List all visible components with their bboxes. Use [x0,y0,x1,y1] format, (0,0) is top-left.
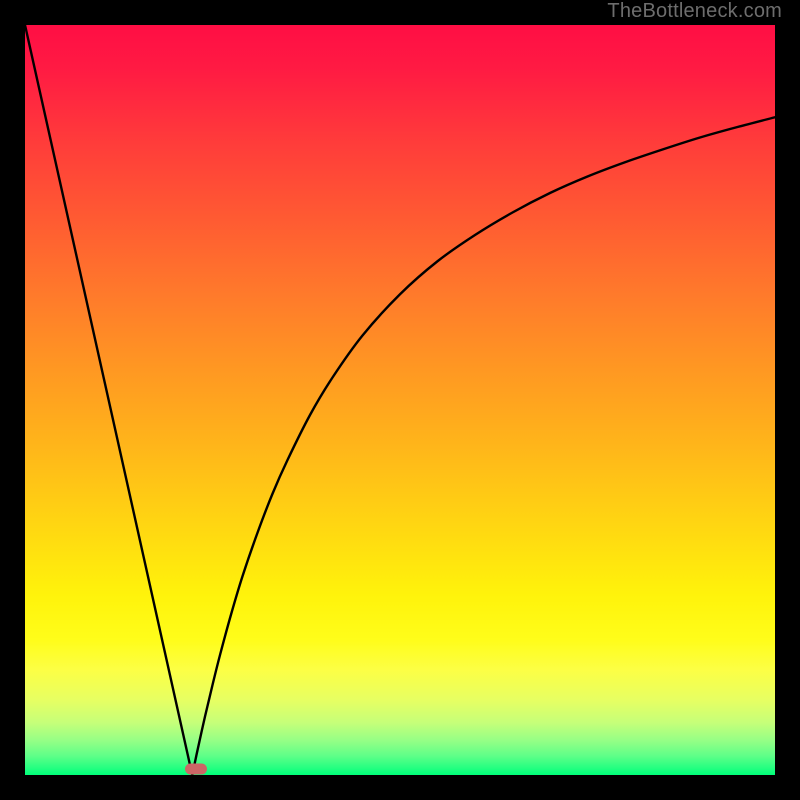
left-branch [25,25,192,775]
curve-svg [25,25,775,775]
plot-area [25,25,775,775]
min-marker [185,764,207,775]
watermark-text: TheBottleneck.com [607,0,782,23]
figure-container: { "meta": { "watermark": "TheBottleneck.… [0,0,800,800]
right-branch [192,117,775,775]
